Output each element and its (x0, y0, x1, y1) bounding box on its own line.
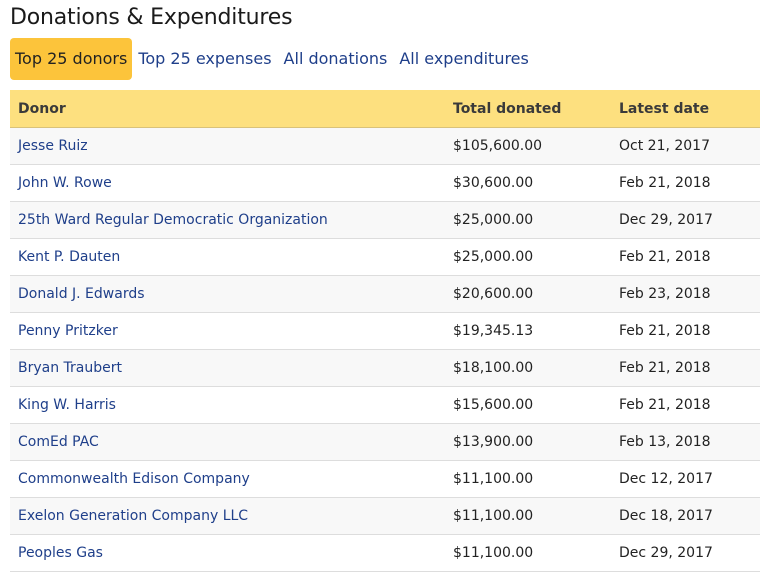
donor-link[interactable]: Penny Pritzker (18, 323, 118, 339)
donor-cell: Exelon Generation Company LLC (10, 497, 445, 535)
donor-link[interactable]: Exelon Generation Company LLC (18, 508, 249, 524)
tab-all-donations[interactable]: All donations (283, 49, 388, 68)
table-row: Exelon Generation Company LLC $11,100.00 D… (10, 497, 760, 535)
table-row: Peoples Gas $11,100.00 Dec 29, 2017 (10, 534, 760, 572)
table-row: 25th Ward Regular Democratic Organizatio… (10, 201, 760, 239)
latest-date-cell: Feb 21, 2018 (611, 386, 760, 424)
donor-cell: Donald J. Edwards (10, 275, 445, 313)
table-row: Kent P. Dauten $25,000.00 Feb 21, 2018 (10, 238, 760, 276)
donor-link[interactable]: Bryan Traubert (18, 360, 122, 376)
total-donated-cell: $105,600.00 (445, 127, 611, 165)
donor-cell: John W. Rowe (10, 164, 445, 202)
total-donated-cell: $20,600.00 (445, 275, 611, 313)
table-row: Bryan Traubert $18,100.00 Feb 21, 2018 (10, 349, 760, 387)
total-donated-cell: $25,000.00 (445, 201, 611, 239)
donor-cell: ComEd PAC (10, 423, 445, 461)
donor-link[interactable]: John W. Rowe (18, 175, 112, 191)
total-donated-cell: $19,345.13 (445, 312, 611, 350)
column-header-latest-date[interactable]: Latest date (611, 90, 760, 128)
total-donated-cell: $15,600.00 (445, 386, 611, 424)
donor-link[interactable]: ComEd PAC (18, 434, 99, 450)
total-donated-cell: $30,600.00 (445, 164, 611, 202)
total-donated-cell: $25,000.00 (445, 238, 611, 276)
donor-link[interactable]: Jesse Ruiz (18, 138, 88, 154)
total-donated-cell: $11,100.00 (445, 534, 611, 572)
donor-link[interactable]: 25th Ward Regular Democratic Organizatio… (18, 212, 328, 228)
tab-top-25-donors[interactable]: Top 25 donors (10, 38, 133, 80)
total-donated-cell: $18,100.00 (445, 349, 611, 387)
donor-link[interactable]: Commonwealth Edison Company (18, 471, 250, 487)
latest-date-cell: Feb 13, 2018 (611, 423, 760, 461)
page-title: Donations & Expenditures (10, 5, 293, 30)
latest-date-cell: Dec 18, 2017 (611, 497, 760, 535)
table-row: John W. Rowe $30,600.00 Feb 21, 2018 (10, 164, 760, 202)
latest-date-cell: Feb 23, 2018 (611, 275, 760, 313)
table-header-row: Donor Total donated Latest date (10, 90, 760, 128)
donor-cell: Kent P. Dauten (10, 238, 445, 276)
latest-date-cell: Feb 21, 2018 (611, 238, 760, 276)
donor-link[interactable]: Kent P. Dauten (18, 249, 121, 265)
donor-link[interactable]: Peoples Gas (18, 545, 103, 561)
column-header-donor[interactable]: Donor (10, 90, 445, 128)
tab-top-25-expenses[interactable]: Top 25 expenses (138, 49, 272, 68)
table-row: Jesse Ruiz $105,600.00 Oct 21, 2017 (10, 127, 760, 165)
tab-all-expenditures[interactable]: All expenditures (399, 49, 529, 68)
latest-date-cell: Dec 12, 2017 (611, 460, 760, 498)
latest-date-cell: Dec 29, 2017 (611, 534, 760, 572)
table-row: King W. Harris $15,600.00 Feb 21, 2018 (10, 386, 760, 424)
donors-table-container: Donor Total donated Latest date Jesse Ru… (10, 90, 760, 572)
donor-link[interactable]: King W. Harris (18, 397, 116, 413)
latest-date-cell: Oct 21, 2017 (611, 127, 760, 165)
latest-date-cell: Feb 21, 2018 (611, 349, 760, 387)
total-donated-cell: $11,100.00 (445, 497, 611, 535)
total-donated-cell: $13,900.00 (445, 423, 611, 461)
donors-table: Donor Total donated Latest date Jesse Ru… (10, 90, 760, 572)
table-row: Penny Pritzker $19,345.13 Feb 21, 2018 (10, 312, 760, 350)
table-row: ComEd PAC $13,900.00 Feb 13, 2018 (10, 423, 760, 461)
column-header-total-donated[interactable]: Total donated (445, 90, 611, 128)
table-row: Donald J. Edwards $20,600.00 Feb 23, 2018 (10, 275, 760, 313)
tab-bar: Top 25 donors Top 25 expenses All donati… (10, 38, 535, 80)
donor-cell: Peoples Gas (10, 534, 445, 572)
donor-cell: Bryan Traubert (10, 349, 445, 387)
latest-date-cell: Dec 29, 2017 (611, 201, 760, 239)
donor-cell: Commonwealth Edison Company (10, 460, 445, 498)
donor-cell: 25th Ward Regular Democratic Organizatio… (10, 201, 445, 239)
latest-date-cell: Feb 21, 2018 (611, 164, 760, 202)
total-donated-cell: $11,100.00 (445, 460, 611, 498)
donor-link[interactable]: Donald J. Edwards (18, 286, 145, 302)
donor-cell: Penny Pritzker (10, 312, 445, 350)
table-row: Commonwealth Edison Company $11,100.00 Dec… (10, 460, 760, 498)
table-body: Jesse Ruiz $105,600.00 Oct 21, 2017 John W.… (10, 127, 760, 572)
latest-date-cell: Feb 21, 2018 (611, 312, 760, 350)
donor-cell: King W. Harris (10, 386, 445, 424)
donor-cell: Jesse Ruiz (10, 127, 445, 165)
